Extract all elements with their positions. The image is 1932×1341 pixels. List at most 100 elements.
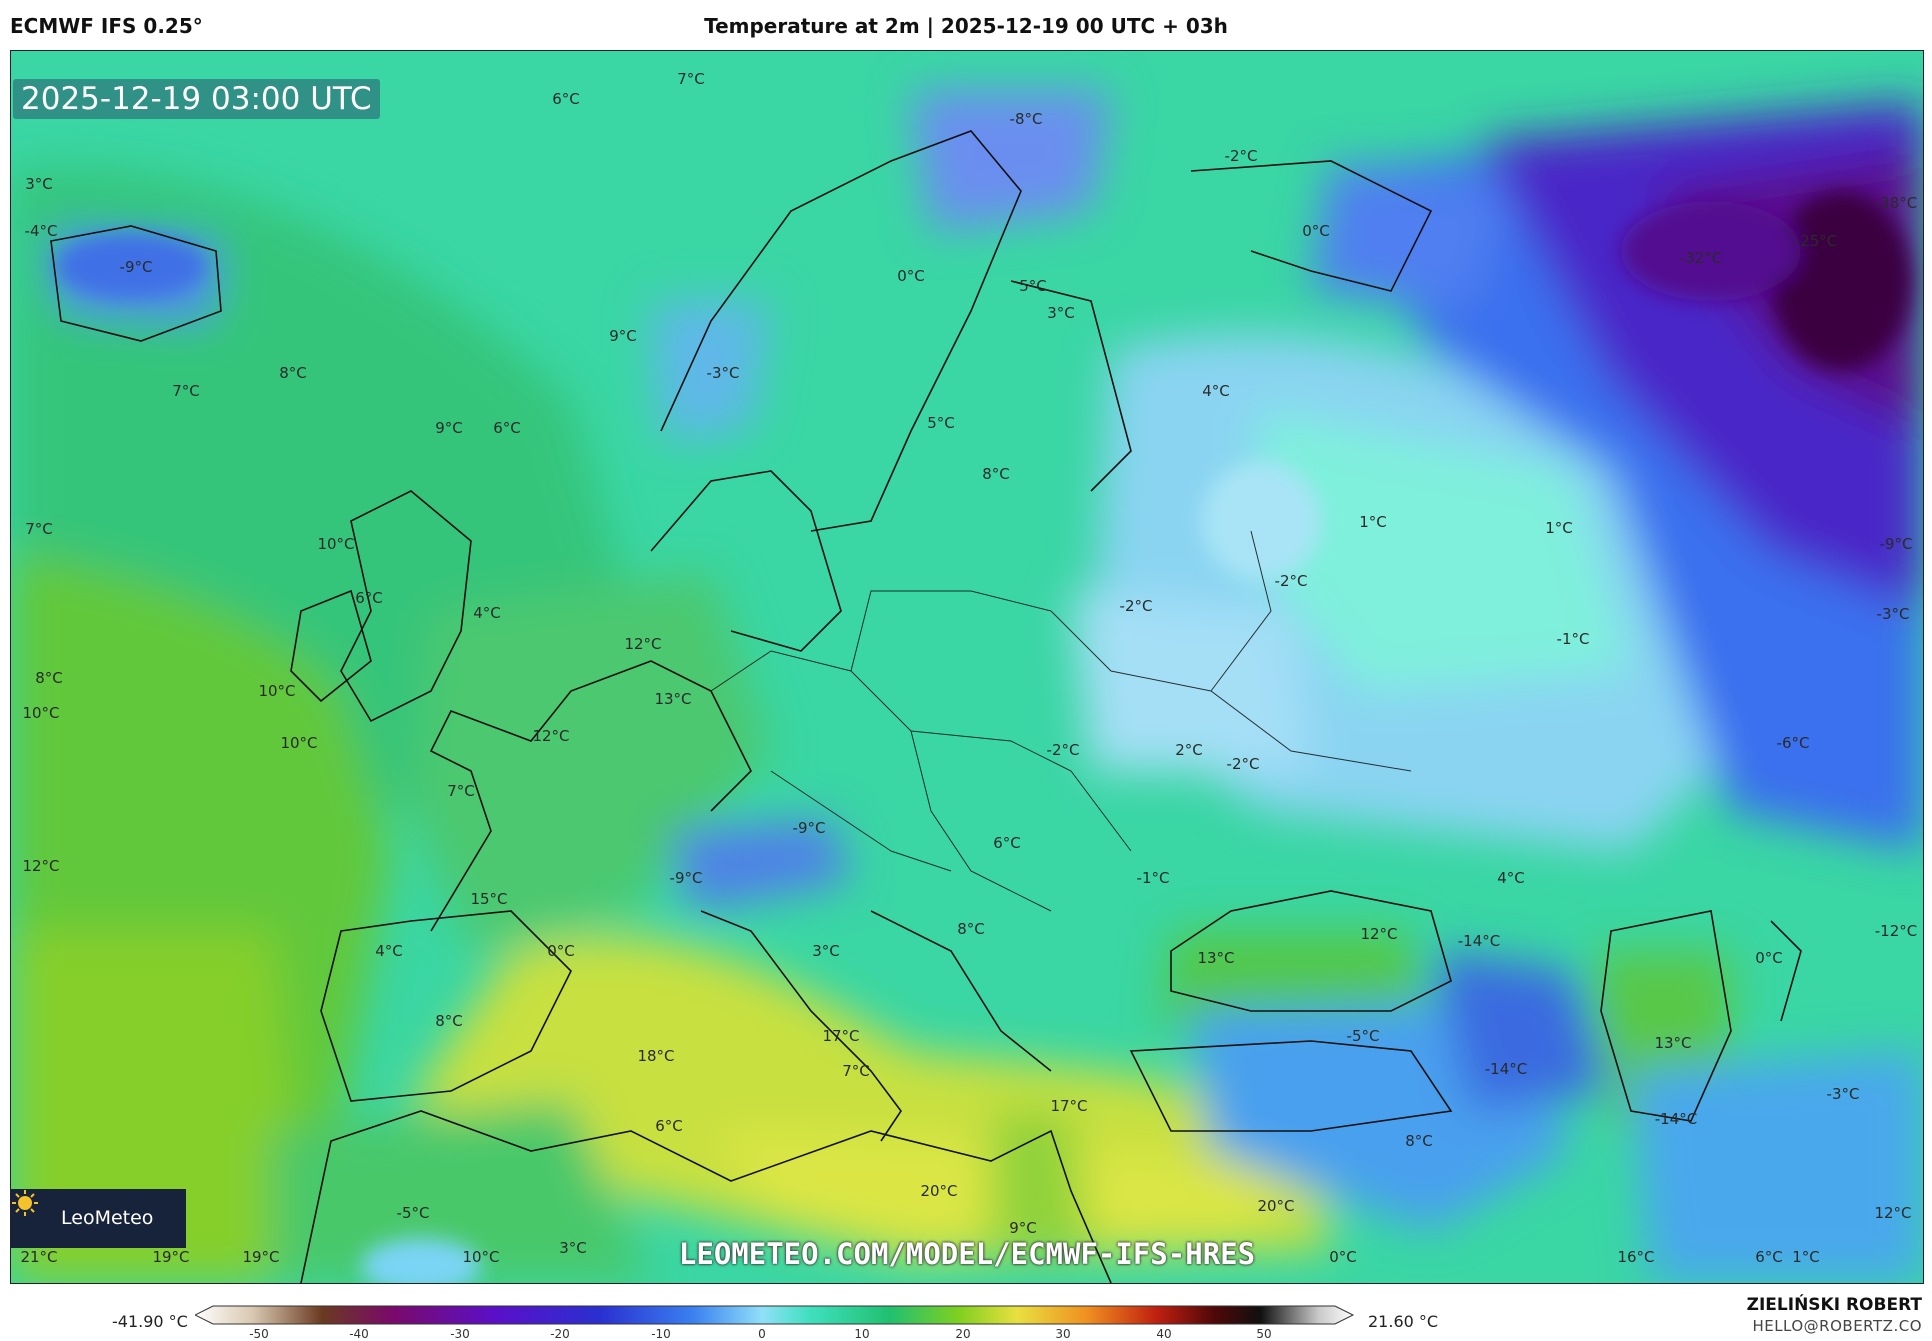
temp-label: 9°C xyxy=(1009,1219,1037,1237)
temp-label: 9°C xyxy=(609,327,637,345)
temp-label: 8°C xyxy=(1405,1132,1433,1150)
temp-label: 13°C xyxy=(654,690,692,708)
temperature-map[interactable]: 2025-12-19 03:00 UTC 6°C 7°C -8°C -2°C 3… xyxy=(10,50,1924,1284)
temp-label: 15°C xyxy=(470,890,508,908)
temp-label: 8°C xyxy=(35,669,63,687)
temp-label: -6°C xyxy=(1776,734,1810,752)
temp-label: 12°C xyxy=(1360,925,1398,943)
colorbar-tick: -50 xyxy=(249,1327,269,1341)
temp-label: 4°C xyxy=(1202,382,1230,400)
temp-label: 8°C xyxy=(279,364,307,382)
temp-label: 3°C xyxy=(812,942,840,960)
temp-label: 6°C xyxy=(355,589,383,607)
temp-label: 10°C xyxy=(22,704,60,722)
temp-label: 8°C xyxy=(435,1012,463,1030)
colorbar-tick: 30 xyxy=(1055,1327,1071,1341)
temp-label: -4°C xyxy=(24,222,58,240)
temp-label: 17°C xyxy=(822,1027,860,1045)
footer: -41.90 °C xyxy=(0,1285,1932,1341)
temp-label: -2°C xyxy=(1119,597,1153,615)
colorbar-min-label: -41.90 °C xyxy=(112,1312,188,1331)
temp-label: 1°C xyxy=(1545,519,1573,537)
temp-label: 6°C xyxy=(493,419,521,437)
temp-label: 0°C xyxy=(1302,222,1330,240)
temp-label: 8°C xyxy=(957,920,985,938)
temp-label: 10°C xyxy=(317,535,355,553)
temp-label: 8°C xyxy=(982,465,1010,483)
temp-label: -12°C xyxy=(1874,922,1918,940)
temp-label: 2°C xyxy=(1175,741,1203,759)
colorbar-tick: -40 xyxy=(349,1327,369,1341)
chart-title: Temperature at 2m | 2025-12-19 00 UTC + … xyxy=(704,14,1228,38)
temp-label: -5°C xyxy=(396,1204,430,1222)
temp-label: 4°C xyxy=(473,604,501,622)
temp-label: 1°C xyxy=(1792,1248,1820,1266)
temp-label: -38°C xyxy=(1874,194,1918,212)
temp-label: 4°C xyxy=(375,942,403,960)
temp-label: 10°C xyxy=(258,682,296,700)
temp-label: 3°C xyxy=(25,175,53,193)
temp-label: 12°C xyxy=(532,727,570,745)
temp-label: 10°C xyxy=(280,734,318,752)
leometeo-logo[interactable]: LeoMeteo xyxy=(11,1189,186,1248)
coastlines xyxy=(50,130,1802,1283)
temp-label: 6°C xyxy=(655,1117,683,1135)
temp-label: 17°C xyxy=(1050,1097,1088,1115)
temp-label: 5°C xyxy=(1019,277,1047,295)
model-name: ECMWF IFS 0.25° xyxy=(10,14,203,38)
colorbar-tick: -20 xyxy=(550,1327,570,1341)
temp-label: -14°C xyxy=(1484,1060,1528,1078)
temp-label: 20°C xyxy=(920,1182,958,1200)
temp-label: 19°C xyxy=(242,1248,280,1266)
temp-label: -1°C xyxy=(1136,869,1170,887)
colorbar-tick: 50 xyxy=(1256,1327,1272,1341)
sun-icon xyxy=(12,1190,38,1216)
colorbar-tick: -10 xyxy=(651,1327,671,1341)
temp-label: 0°C xyxy=(897,267,925,285)
temp-label: -9°C xyxy=(1879,535,1913,553)
temp-label: -25°C xyxy=(1794,232,1838,250)
temp-label: 12°C xyxy=(1874,1204,1912,1222)
valid-time-badge: 2025-12-19 03:00 UTC xyxy=(13,79,380,119)
temp-label: 5°C xyxy=(927,414,955,432)
temp-label: 13°C xyxy=(1197,949,1235,967)
temp-label: -2°C xyxy=(1226,755,1260,773)
temp-label: 3°C xyxy=(1047,304,1075,322)
temp-label: -3°C xyxy=(1826,1085,1860,1103)
temp-label: 20°C xyxy=(1257,1197,1295,1215)
temp-label: 0°C xyxy=(1329,1248,1357,1266)
temp-label: 19°C xyxy=(152,1248,190,1266)
temp-label: 21°C xyxy=(20,1248,58,1266)
temp-label: 7°C xyxy=(25,520,53,538)
temp-label: 6°C xyxy=(1755,1248,1783,1266)
colorbar-tick: -30 xyxy=(450,1327,470,1341)
temp-label: 0°C xyxy=(1755,949,1783,967)
temp-label: -5°C xyxy=(1346,1027,1380,1045)
colorbar-tick: 40 xyxy=(1156,1327,1172,1341)
temp-label: 0°C xyxy=(547,942,575,960)
temp-label: 7°C xyxy=(842,1062,870,1080)
contact-email[interactable]: HELLO@ROBERTZ.CO xyxy=(1752,1317,1922,1335)
temp-label: 7°C xyxy=(447,782,475,800)
temp-label: -9°C xyxy=(119,258,153,276)
temp-label: 7°C xyxy=(172,382,200,400)
temp-label: 6°C xyxy=(993,834,1021,852)
colorbar xyxy=(195,1305,1355,1325)
temp-label: 3°C xyxy=(559,1239,587,1257)
colorbar-tick: 0 xyxy=(758,1327,766,1341)
temp-label: 6°C xyxy=(552,90,580,108)
colorbar-tick: 20 xyxy=(955,1327,971,1341)
temp-label: -9°C xyxy=(792,819,826,837)
temp-label: -2°C xyxy=(1046,741,1080,759)
temp-label: 13°C xyxy=(1654,1034,1692,1052)
header: ECMWF IFS 0.25° Temperature at 2m | 2025… xyxy=(0,0,1932,50)
temp-label: -2°C xyxy=(1274,572,1308,590)
temp-label: 1°C xyxy=(1359,513,1387,531)
temp-label: -14°C xyxy=(1457,932,1501,950)
author-name: ZIELIŃSKI ROBERT xyxy=(1746,1295,1922,1315)
temp-label: 12°C xyxy=(624,635,662,653)
temp-label: -8°C xyxy=(1009,110,1043,128)
temp-label: 16°C xyxy=(1617,1248,1655,1266)
temp-label: -14°C xyxy=(1654,1110,1698,1128)
temp-label: -2°C xyxy=(1224,147,1258,165)
